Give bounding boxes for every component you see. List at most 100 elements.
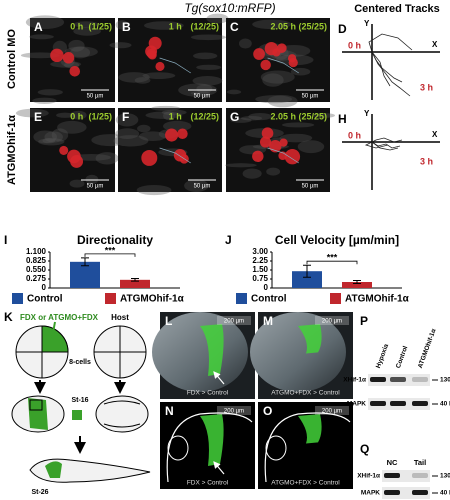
tissue [69,179,85,188]
embryo-bright [250,312,346,392]
error-bar [81,257,89,267]
crest-stream [200,414,224,466]
cell [148,36,162,50]
tissue [313,113,336,118]
track [159,147,191,164]
panel-letter: C [230,20,239,34]
scale-label: 50 µm [87,184,104,190]
tissue [20,52,60,59]
band [370,401,386,406]
row-label: XHif-1α [343,377,366,384]
tissue [190,34,227,41]
cell-count: (12/25) [190,111,219,121]
tissue [136,185,172,196]
cell [141,149,158,166]
y-tick-label: 0.825 [26,256,47,265]
tissue [255,95,293,104]
scale-box [315,406,349,415]
host-label: Host [111,313,129,322]
band [390,401,406,406]
panel-letter: A [34,20,43,34]
tissue [51,128,69,142]
cell-count: (25/25) [298,21,327,31]
tissue [248,113,272,121]
tissue [252,19,292,30]
tissue [113,135,149,147]
y-tick-label: 1.100 [26,247,47,256]
micrograph [160,402,255,489]
tracks-title: Centered Tracks [354,3,440,15]
panel-letter: J [225,233,232,247]
bar [342,282,372,288]
tissue [57,120,87,134]
tissue [281,122,315,128]
tissue [184,179,209,192]
tissue [137,124,151,133]
start-label: 0 h [348,40,361,50]
axis-name: Y [364,109,370,118]
tissue [266,167,281,176]
donor-label: FDX or ATGMO+FDX [20,313,99,322]
legend-swatch [105,293,116,304]
scale-label: 50 µm [302,94,319,100]
tissue [196,84,213,94]
cell [147,50,157,60]
y-tick-label: 0 [42,283,47,292]
track [371,141,399,151]
scale-box [217,406,251,415]
track [371,137,403,143]
y-tick-label: 1.50 [252,265,268,274]
arrow [213,371,225,385]
tissue [192,76,223,86]
cell [155,61,165,71]
track [371,51,403,83]
embryo-outline [264,412,351,483]
tissue [144,21,184,30]
cell [260,59,271,71]
cell [279,138,288,147]
panel-letter: Q [360,442,369,456]
y-tick-label: 2.25 [252,256,268,265]
scale-label: 200 µm [224,409,244,415]
tissue [85,174,99,185]
tissue [226,89,242,95]
explant-site [29,399,43,411]
legend-label: Control [251,294,287,305]
panel-letter: H [338,112,347,126]
tissue [163,111,176,121]
cell-count: (12/25) [190,21,219,31]
cell [69,65,81,77]
graft [72,410,82,420]
track [371,51,391,87]
cell [253,48,265,60]
cell [177,128,188,140]
micrograph [226,18,330,102]
band [384,473,400,478]
scale-label: 200 µm [322,319,342,325]
panel-letter: B [122,20,131,34]
error-bar [353,280,361,284]
significance: *** [105,245,116,255]
size-label: 40 kD [440,401,450,408]
bar [120,279,150,288]
tissue [70,110,87,120]
error-bar [131,278,139,282]
crest-stream [298,324,322,354]
tissue [267,95,298,108]
tissue [260,70,295,84]
legend-label: Control [27,294,63,305]
y-tick-label: 0 [264,283,269,292]
band [412,490,428,495]
panel-letter: E [34,110,42,124]
tissue [134,77,151,84]
band [390,377,406,382]
time-label: 1 h [169,21,182,31]
crest-stream [200,324,224,376]
tissue [56,112,74,118]
eye-outline [265,435,287,461]
tissue [109,42,132,49]
panel-letter: L [165,314,172,328]
panel-letter: N [165,404,174,418]
row-label: ATGMOhif-1α [6,115,18,185]
